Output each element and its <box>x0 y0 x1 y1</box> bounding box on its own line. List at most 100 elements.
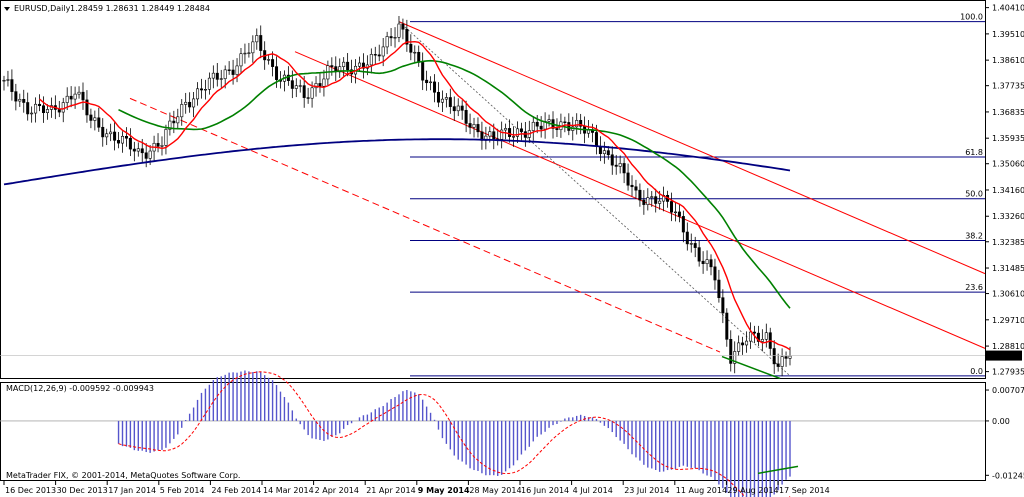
candle-body <box>219 78 223 80</box>
candle-body <box>45 109 49 113</box>
y-axis-tick-label: 1.40410 <box>992 4 1024 13</box>
x-axis-tick-label: 28 May 2014 <box>469 486 521 495</box>
fib-level-label: 0.0 <box>970 367 983 376</box>
macd-y-tick-label: 0.007076 <box>992 386 1024 395</box>
candle-body <box>563 121 567 123</box>
candle-body <box>504 128 508 131</box>
x-axis-tick-label: 16 Jun 2014 <box>521 486 569 495</box>
candle-body <box>180 104 184 118</box>
candle-body <box>290 80 294 89</box>
candle-body <box>425 79 429 84</box>
candle-body <box>646 197 650 205</box>
candle-body <box>670 201 674 213</box>
x-axis-tick-label: 5 Feb 2014 <box>160 486 205 495</box>
candle-body <box>10 79 14 92</box>
y-axis-tick-label: 1.29710 <box>992 316 1024 325</box>
dropdown-triangle-icon[interactable] <box>4 7 10 11</box>
x-axis-tick-label: 21 Apr 2014 <box>366 486 415 495</box>
candle-body <box>397 23 401 38</box>
candle-body <box>176 116 180 124</box>
macd-y-tick-label: 0.00 <box>992 417 1010 426</box>
candle-body <box>109 131 113 135</box>
candle-body <box>508 128 512 137</box>
candle-body <box>606 150 610 156</box>
candle-body <box>211 72 215 79</box>
candle-body <box>436 91 440 103</box>
y-axis-tick-label: 1.32385 <box>992 238 1024 247</box>
candle-body <box>535 121 539 127</box>
candle-body <box>381 46 385 57</box>
candle-body <box>488 131 492 137</box>
candle-body <box>377 54 381 57</box>
candle-body <box>413 51 417 54</box>
candle-body <box>223 69 227 79</box>
x-axis-tick-label: 17 Sep 2014 <box>779 486 830 495</box>
y-axis-tick-label: 1.30610 <box>992 290 1024 299</box>
candle-body <box>472 124 476 128</box>
candle-body <box>717 279 721 299</box>
candle-body <box>251 41 255 54</box>
candle-body <box>164 129 168 146</box>
candle-body <box>136 148 140 152</box>
candle-body <box>622 163 626 174</box>
candle-body <box>531 121 535 131</box>
price-layer: 100.0 61.8 50.0 38.2 23.6 0.0 <box>0 13 986 380</box>
candle-body <box>575 120 579 128</box>
current-price-label: 1.28484 <box>989 352 1022 361</box>
candle-body <box>713 266 717 281</box>
y-axis-tick-label: 1.31485 <box>992 264 1024 273</box>
candle-body <box>203 89 207 91</box>
candle-body <box>26 102 30 115</box>
macd-signal-line <box>118 371 791 497</box>
channel-dashed-line <box>129 97 721 353</box>
symbol-label: EURUSD,Daily <box>14 4 71 13</box>
candle-body <box>452 106 456 112</box>
candle-body <box>733 351 737 364</box>
candle-body <box>298 85 302 87</box>
candle-body <box>101 126 105 138</box>
x-axis-tick-label: 9 May 2014 <box>418 486 470 495</box>
candle-body <box>401 23 405 30</box>
candle-body <box>460 105 464 111</box>
candle-body <box>227 69 231 71</box>
candle-body <box>749 331 753 342</box>
candle-body <box>685 231 689 245</box>
candle-body <box>752 331 756 334</box>
candle-body <box>144 152 148 159</box>
candle-body <box>306 97 310 99</box>
candle-body <box>188 101 192 108</box>
candle-body <box>231 69 235 75</box>
candle-body <box>373 54 377 56</box>
candle-body <box>650 196 654 198</box>
candle-body <box>405 28 409 45</box>
candle-body <box>85 99 89 116</box>
ma-mid-line <box>118 59 791 309</box>
candle-body <box>117 140 121 144</box>
x-axis-tick-label: 4 Jul 2014 <box>573 486 613 495</box>
y-axis-tick-label: 1.33260 <box>992 212 1024 221</box>
candle-body <box>393 37 397 39</box>
candle-body <box>148 150 152 159</box>
x-axis-tick-label: 2 Apr 2014 <box>315 486 359 495</box>
candle-body <box>294 85 298 89</box>
fib-level-label: 23.6 <box>965 283 983 292</box>
fib-level-label: 61.8 <box>965 148 983 157</box>
candle-body <box>409 43 413 53</box>
candle-body <box>57 109 61 113</box>
candle-body <box>22 99 26 103</box>
candle-body <box>701 260 705 265</box>
candle-body <box>519 128 523 132</box>
candle-body <box>128 137 132 150</box>
candle-body <box>184 101 188 105</box>
macd-layer <box>0 370 985 497</box>
candle-body <box>89 114 93 121</box>
axis-layer: 1.28484 1.40410 1.39510 1.38610 1.37735 1.368… <box>3 4 1024 495</box>
candle-body <box>594 132 598 147</box>
candle-body <box>421 62 425 81</box>
candle-body <box>764 332 768 340</box>
candle-body <box>199 88 203 91</box>
candle-body <box>709 259 713 268</box>
candle-body <box>255 35 259 43</box>
candle-body <box>448 97 452 107</box>
candle-body <box>681 216 685 233</box>
